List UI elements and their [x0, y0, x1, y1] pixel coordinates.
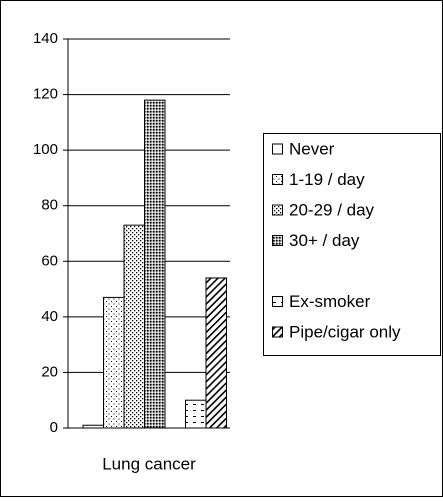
legend-box — [263, 133, 441, 356]
y-tick-label: 40 — [41, 308, 58, 325]
bar — [205, 277, 227, 429]
legend-swatch — [272, 296, 283, 307]
bar — [185, 399, 207, 429]
legend-label: Ex-smoker — [289, 292, 371, 311]
y-tick-label: 80 — [41, 197, 58, 214]
y-tick-label: 120 — [33, 86, 58, 103]
y-tick-label: 20 — [41, 363, 58, 380]
legend-swatch — [272, 143, 283, 155]
bar — [82, 424, 104, 429]
legend-swatch — [272, 326, 283, 338]
y-tick-label: 140 — [33, 30, 58, 47]
legend-label: 20-29 / day — [289, 200, 375, 219]
y-tick-label: 100 — [33, 141, 58, 158]
x-tick-label: Lung cancer — [102, 454, 196, 473]
bar — [103, 296, 125, 429]
legend-label: Never — [289, 139, 335, 158]
legend-label: 1-19 / day — [289, 170, 365, 189]
legend-swatch — [272, 204, 283, 216]
y-tick-label: 0 — [50, 419, 58, 436]
legend-swatch — [272, 174, 283, 185]
legend-swatch — [272, 235, 283, 246]
bar — [123, 224, 145, 429]
bar — [144, 99, 166, 429]
legend-label: 30+ / day — [289, 231, 360, 250]
legend-label: Pipe/cigar only — [289, 322, 401, 341]
y-tick-label: 60 — [41, 252, 58, 269]
